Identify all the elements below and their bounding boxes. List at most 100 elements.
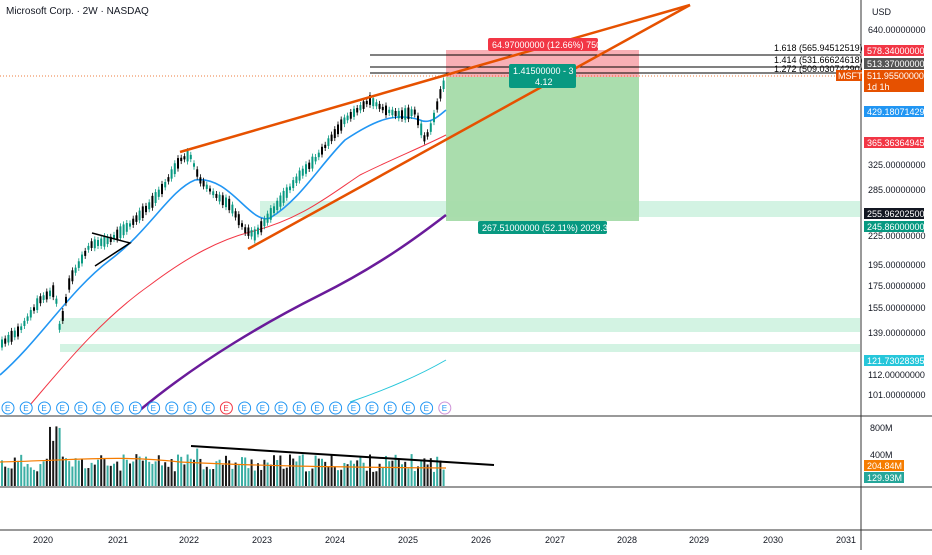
earnings-marker[interactable] bbox=[310, 401, 324, 415]
volume-bar bbox=[93, 464, 96, 486]
price-tick-label: 325.00000000 bbox=[868, 160, 926, 170]
price-axis[interactable]: 640.00000000 325.00000000 285.00000000 225.… bbox=[868, 25, 926, 400]
volume-bar bbox=[125, 459, 128, 486]
candle-body bbox=[330, 134, 333, 142]
earnings-marker[interactable] bbox=[401, 401, 415, 415]
candle-body bbox=[439, 89, 442, 99]
time-axis[interactable]: 2020 2021 2022 2023 2024 2025 2026 2027 2028 2029… bbox=[33, 535, 856, 545]
earnings-marker[interactable] bbox=[365, 401, 379, 415]
candle-body bbox=[359, 105, 362, 111]
volume-bar bbox=[141, 460, 144, 486]
volume-bar bbox=[429, 458, 432, 486]
earnings-marker[interactable] bbox=[74, 401, 88, 415]
volume-bar bbox=[113, 463, 115, 486]
volume-bar bbox=[84, 468, 87, 486]
earnings-marker[interactable] bbox=[56, 401, 70, 415]
earnings-marker-letter: E bbox=[260, 404, 265, 413]
volume-trendline bbox=[190, 445, 495, 466]
earnings-marker[interactable] bbox=[219, 401, 233, 415]
earnings-marker-letter: E bbox=[424, 404, 429, 413]
price-tick-label: 139.00000000 bbox=[868, 328, 926, 338]
volume-bar bbox=[228, 460, 231, 486]
volume-bar bbox=[269, 464, 272, 486]
svg-text:513.37000000: 513.37000000 bbox=[867, 59, 925, 69]
earnings-marker-letter: E bbox=[333, 404, 338, 413]
earnings-marker[interactable] bbox=[165, 401, 179, 415]
earnings-marker[interactable] bbox=[92, 401, 106, 415]
earnings-marker[interactable] bbox=[347, 401, 361, 415]
volume-bar bbox=[65, 458, 67, 486]
earnings-marker[interactable] bbox=[420, 401, 434, 415]
candle-body bbox=[301, 168, 304, 176]
earnings-marker[interactable] bbox=[256, 401, 270, 415]
candle-body bbox=[353, 108, 355, 117]
volume-bar bbox=[42, 461, 45, 486]
volume-bar bbox=[276, 460, 279, 486]
volume-bar bbox=[193, 459, 195, 486]
support-zone-upper bbox=[60, 318, 860, 332]
svg-text:121.73028395: 121.73028395 bbox=[867, 356, 925, 366]
candle-body bbox=[151, 195, 154, 208]
volume-bar bbox=[247, 468, 250, 486]
earnings-marker[interactable] bbox=[128, 401, 142, 415]
time-tick-label: 2020 bbox=[33, 535, 53, 545]
svg-text:204.84M: 204.84M bbox=[867, 461, 902, 471]
earnings-marker-letter: E bbox=[314, 404, 319, 413]
volume-bar bbox=[407, 468, 410, 486]
candle-body bbox=[266, 213, 269, 223]
volume-bar bbox=[196, 448, 199, 486]
candle-body bbox=[33, 307, 35, 311]
volume-bar bbox=[23, 466, 26, 486]
earnings-marker[interactable] bbox=[147, 401, 161, 415]
volume-bar bbox=[333, 466, 336, 486]
earnings-marker[interactable] bbox=[183, 401, 197, 415]
volume-bar bbox=[189, 458, 192, 486]
earnings-marker[interactable] bbox=[438, 401, 452, 415]
volume-bar bbox=[177, 454, 179, 486]
volume-bar bbox=[237, 465, 240, 486]
earnings-marker[interactable] bbox=[201, 401, 215, 415]
earnings-marker[interactable] bbox=[19, 401, 33, 415]
earnings-marker[interactable] bbox=[37, 401, 51, 415]
svg-text:129.93M: 129.93M bbox=[867, 473, 902, 483]
candle-body bbox=[205, 184, 208, 189]
volume-bar bbox=[100, 455, 103, 486]
volume-bar bbox=[154, 461, 157, 486]
candle-body bbox=[433, 112, 435, 123]
volume-bar bbox=[340, 469, 343, 486]
earnings-marker[interactable] bbox=[1, 401, 15, 415]
earnings-marker-letter: E bbox=[405, 404, 410, 413]
candle-body bbox=[132, 218, 135, 225]
volume-bar bbox=[420, 460, 423, 486]
candle-body bbox=[26, 316, 29, 321]
candle-body bbox=[39, 296, 42, 304]
earnings-marker[interactable] bbox=[110, 401, 124, 415]
volume-bar bbox=[122, 454, 125, 486]
candle-body bbox=[340, 119, 343, 131]
volume-bar bbox=[7, 467, 10, 486]
earnings-marker[interactable] bbox=[238, 401, 252, 415]
volume-bar bbox=[164, 462, 167, 486]
earnings-marker[interactable] bbox=[274, 401, 288, 415]
earnings-marker[interactable] bbox=[292, 401, 306, 415]
candle-body bbox=[199, 177, 202, 184]
volume-bar bbox=[26, 463, 29, 486]
candle-body bbox=[369, 95, 371, 105]
price-tick-label: 101.00000000 bbox=[868, 390, 926, 400]
time-tick-label: 2022 bbox=[179, 535, 199, 545]
tag-symbol: MSFT bbox=[836, 70, 863, 81]
candle-body bbox=[346, 115, 349, 121]
candle-body bbox=[423, 135, 426, 142]
earnings-marker[interactable] bbox=[329, 401, 343, 415]
candle-body bbox=[404, 108, 407, 120]
volume-bar bbox=[381, 467, 384, 486]
candle-body bbox=[61, 311, 64, 321]
candle-body bbox=[97, 240, 99, 246]
earnings-marker[interactable] bbox=[383, 401, 397, 415]
earnings-marker-letter: E bbox=[5, 404, 10, 413]
time-tick-label: 2029 bbox=[689, 535, 709, 545]
svg-text:578.34000000: 578.34000000 bbox=[867, 46, 925, 56]
volume-bar bbox=[423, 458, 426, 486]
volume-bar bbox=[298, 455, 301, 486]
